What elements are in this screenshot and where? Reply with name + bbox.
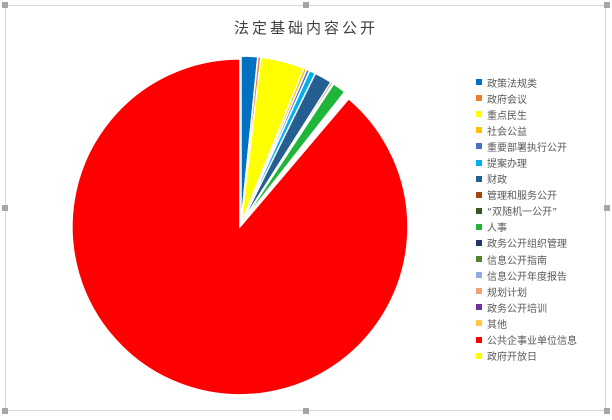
legend-item[interactable]: 政府开放日 (476, 348, 577, 364)
legend-label: “双随机一公开” (487, 207, 558, 219)
legend-swatch (476, 111, 482, 118)
legend-swatch (476, 223, 482, 230)
legend-item[interactable]: 政务公开组织管理 (476, 235, 577, 251)
legend-swatch (476, 320, 482, 327)
legend-label: 提案办理 (487, 159, 527, 171)
legend-swatch (476, 207, 482, 214)
legend-label: 重点民生 (487, 110, 527, 122)
legend-swatch (476, 191, 482, 198)
legend: 政策法规类政府会议重点民生社会公益重要部署执行公开 提案办理财政管理和服务公开 “双… (476, 74, 577, 364)
resize-handle-bottom[interactable] (303, 408, 309, 414)
legend-item[interactable]: 财政 (476, 171, 577, 187)
legend-swatch (476, 175, 482, 182)
legend-swatch (476, 352, 482, 359)
legend-swatch (476, 288, 482, 295)
legend-item[interactable]: 政策法规类 (476, 74, 577, 90)
legend-label: 规划计划 (487, 287, 527, 299)
legend-item[interactable]: 重点民生 (476, 106, 577, 122)
legend-swatch (476, 239, 482, 246)
legend-swatch (476, 95, 482, 102)
legend-item[interactable]: 社会公益 (476, 122, 577, 138)
pie-slice-16[interactable] (71, 58, 409, 396)
legend-item[interactable]: 提案办理 (476, 154, 577, 170)
resize-handle-bottom-right[interactable] (604, 408, 610, 414)
legend-label: 管理和服务公开 (487, 191, 557, 203)
legend-swatch (476, 79, 482, 86)
legend-label: 政策法规类 (487, 78, 537, 90)
pie-slice-15[interactable] (240, 94, 351, 225)
legend-item[interactable]: 人事 (476, 219, 577, 235)
legend-swatch (476, 159, 482, 166)
legend-item[interactable]: 信息公开指南 (476, 251, 577, 267)
legend-swatch (476, 336, 482, 343)
legend-item[interactable]: 公共企事业单位信息 (476, 332, 577, 348)
legend-item[interactable]: 规划计划 (476, 283, 577, 299)
legend-item[interactable]: 管理和服务公开 (476, 187, 577, 203)
legend-label: 公共企事业单位信息 (487, 336, 577, 348)
resize-handle-top-right[interactable] (604, 2, 610, 8)
legend-swatch (476, 304, 482, 311)
legend-label: 政府开放日 (487, 352, 537, 364)
legend-item[interactable]: 政务公开培训 (476, 299, 577, 315)
resize-handle-right[interactable] (604, 205, 610, 211)
legend-swatch (476, 143, 482, 150)
legend-label: 人事 (487, 223, 507, 235)
legend-label: 信息公开年度报告 (487, 271, 567, 283)
legend-label: 政务公开培训 (487, 303, 547, 315)
legend-item[interactable]: 重要部署执行公开 (476, 138, 577, 154)
legend-swatch (476, 256, 482, 263)
legend-label: 财政 (487, 175, 507, 187)
legend-swatch (476, 272, 482, 279)
legend-label: 政务公开组织管理 (487, 239, 567, 251)
resize-handle-top-left[interactable] (2, 2, 8, 8)
chart-title: 法定基础内容公开 (233, 19, 378, 37)
legend-label: 社会公益 (487, 126, 527, 138)
legend-item[interactable]: 其他 (476, 315, 577, 331)
resize-handle-top[interactable] (303, 2, 309, 8)
legend-label: 政府会议 (487, 94, 527, 106)
resize-handle-bottom-left[interactable] (2, 408, 8, 414)
resize-handle-left[interactable] (2, 205, 8, 211)
legend-label: 信息公开指南 (487, 255, 547, 267)
legend-item[interactable]: 政府会议 (476, 90, 577, 106)
legend-label: 其他 (487, 319, 507, 331)
legend-label: 重要部署执行公开 (487, 142, 567, 154)
legend-swatch (476, 127, 482, 134)
legend-item[interactable]: 信息公开年度报告 (476, 267, 577, 283)
legend-item[interactable]: “双随机一公开” (476, 203, 577, 219)
